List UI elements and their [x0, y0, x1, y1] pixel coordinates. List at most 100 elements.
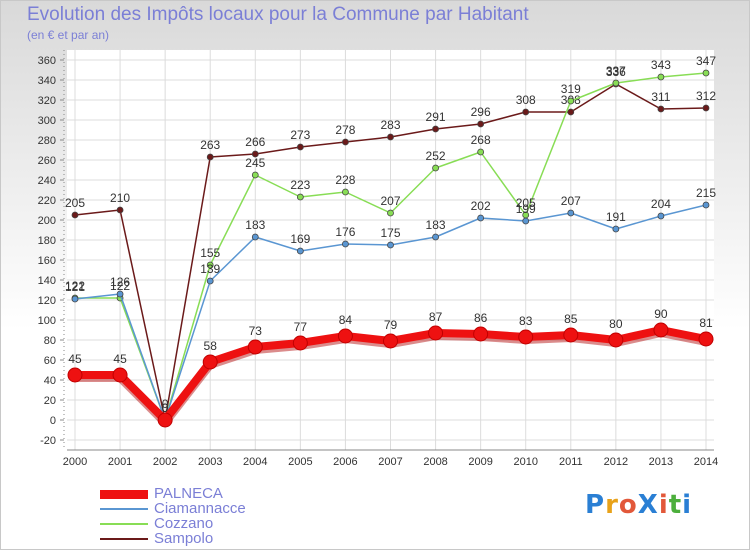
x-tick-label: 2003	[198, 456, 222, 468]
data-point-cozzano	[477, 148, 485, 156]
data-label-palneca: 73	[249, 324, 263, 338]
data-point-palneca	[428, 325, 444, 341]
data-label-sampolo: 0	[162, 401, 169, 415]
data-point-palneca	[67, 367, 83, 383]
data-point-ciamannacce	[522, 217, 530, 225]
data-point-cozzano	[206, 261, 214, 269]
x-tick-label: 2001	[108, 456, 132, 468]
data-label-cozzano: 268	[471, 133, 491, 147]
data-label-ciamannacce: 191	[606, 210, 626, 224]
data-label-sampolo: 311	[651, 90, 670, 104]
data-point-sampolo	[387, 133, 394, 141]
data-label-palneca: 87	[429, 310, 443, 324]
data-point-sampolo	[477, 120, 485, 128]
data-label-cozzano: 205	[516, 196, 536, 210]
data-label-ciamannacce: 169	[290, 232, 310, 246]
y-tick-label: 240	[38, 175, 56, 187]
logo-letter: P	[585, 490, 606, 520]
data-point-palneca	[518, 329, 534, 345]
x-tick-label: 2005	[288, 456, 312, 468]
y-tick-label: 260	[38, 155, 56, 167]
data-point-palneca	[563, 327, 579, 343]
data-point-sampolo	[206, 153, 214, 161]
logo-letter: X	[637, 490, 659, 520]
data-label-cozzano: 122	[65, 279, 85, 293]
legend-label: Ciamannacce	[154, 500, 246, 517]
data-point-cozzano	[342, 188, 349, 196]
legend-swatch	[100, 489, 148, 499]
data-label-cozzano: 252	[426, 149, 446, 163]
y-tick-label: 220	[38, 195, 56, 207]
data-label-sampolo: 210	[110, 191, 130, 205]
data-point-palneca	[247, 339, 263, 355]
x-tick-label: 2007	[378, 456, 402, 468]
data-point-cozzano	[296, 193, 304, 201]
x-tick-label: 2012	[604, 456, 628, 468]
data-label-cozzano: 337	[606, 64, 626, 78]
y-tick-label: 80	[44, 335, 56, 347]
data-point-ciamannacce	[296, 247, 304, 255]
data-point-cozzano	[612, 79, 620, 87]
data-label-ciamannacce: 121	[65, 280, 85, 294]
x-tick-label: 2010	[513, 456, 537, 468]
data-label-sampolo: 283	[380, 118, 400, 132]
data-label-cozzano: 155	[200, 246, 220, 260]
data-point-ciamannacce	[567, 209, 575, 217]
data-point-palneca	[292, 335, 308, 351]
y-tick-label: 200	[38, 215, 56, 227]
logo-letter: i	[658, 490, 669, 520]
data-point-sampolo	[342, 138, 349, 146]
y-tick-label: 360	[38, 55, 56, 67]
legend-label: Sampolo	[154, 530, 214, 547]
data-label-palneca: 79	[384, 318, 398, 332]
data-label-palneca: 85	[564, 312, 578, 326]
data-label-palneca: 80	[609, 317, 623, 331]
data-point-palneca	[653, 322, 669, 338]
data-label-ciamannacce: 204	[651, 197, 671, 211]
y-tick-label: 140	[38, 275, 56, 287]
data-label-sampolo: 205	[65, 196, 85, 210]
data-point-cozzano	[657, 73, 665, 81]
legend-item-sampolo: Sampolo	[100, 531, 246, 546]
data-point-ciamannacce	[702, 201, 710, 209]
data-point-sampolo	[567, 108, 575, 116]
y-tick-label: 300	[38, 115, 56, 127]
data-point-ciamannacce	[251, 233, 259, 241]
data-point-ciamannacce	[612, 225, 620, 233]
data-point-palneca	[202, 354, 218, 370]
x-tick-label: 2011	[559, 456, 583, 468]
data-point-ciamannacce	[387, 241, 394, 249]
legend-swatch	[100, 523, 148, 526]
logo-letter: o	[618, 490, 638, 520]
data-label-palneca: 84	[339, 313, 353, 327]
data-label-cozzano: 0	[162, 401, 169, 415]
data-label-cozzano: 207	[380, 194, 400, 208]
x-tick-label: 2002	[153, 456, 177, 468]
data-point-palneca	[698, 331, 714, 347]
x-tick-label: 2006	[333, 456, 357, 468]
data-label-ciamannacce: 183	[245, 218, 265, 232]
y-tick-label: 320	[38, 95, 56, 107]
x-tick-label: 2008	[423, 456, 447, 468]
data-label-ciamannacce: 207	[561, 194, 581, 208]
data-label-palneca: 86	[474, 311, 488, 325]
y-tick-label: 20	[44, 395, 56, 407]
data-label-sampolo: 291	[426, 110, 446, 124]
data-point-ciamannacce	[432, 233, 439, 241]
legend-label: PALNECA	[154, 485, 223, 502]
data-label-sampolo: 312	[696, 89, 716, 103]
legend-label: Cozzano	[154, 515, 214, 532]
data-point-palneca	[337, 328, 353, 344]
legend-item-cozzano: Cozzano	[100, 516, 246, 531]
legend-item-ciamannacce: Ciamannacce	[100, 501, 246, 516]
data-point-sampolo	[251, 150, 259, 158]
x-tick-label: 2014	[694, 456, 718, 468]
data-label-ciamannacce: 175	[380, 226, 400, 240]
data-point-sampolo	[522, 108, 530, 116]
data-point-sampolo	[657, 105, 665, 113]
data-label-palneca: 0	[162, 397, 169, 411]
data-point-palneca	[112, 367, 128, 383]
data-label-cozzano: 347	[696, 54, 716, 68]
legend-swatch	[100, 538, 148, 541]
